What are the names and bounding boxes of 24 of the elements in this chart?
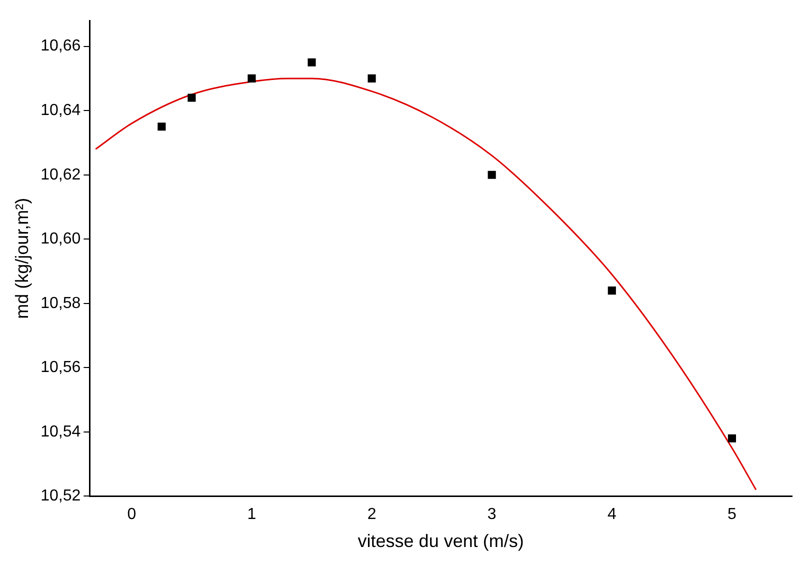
- x-tick-label: 3: [487, 506, 496, 524]
- y-tick-label: 10,56: [40, 359, 81, 376]
- y-tick-label: 10,58: [40, 294, 81, 312]
- x-tick-label: 4: [607, 506, 616, 524]
- x-tick-label: 1: [247, 506, 256, 524]
- y-axis-title: md (kg/jour,m²): [12, 198, 32, 319]
- point: [608, 286, 616, 295]
- y-tick-label: 10,64: [40, 102, 81, 119]
- x-axis-title: vitesse du vent (m/s): [358, 531, 524, 552]
- x-tick-label: 0: [127, 506, 136, 524]
- point: [188, 94, 196, 102]
- y-tick-label: 10,54: [40, 423, 81, 440]
- y-tick-label: 10,52: [40, 488, 81, 505]
- x-tick-label: 2: [367, 506, 376, 524]
- point: [158, 122, 166, 131]
- point: [488, 170, 496, 179]
- y-tick-label: 10,60: [40, 230, 81, 248]
- point: [308, 58, 316, 66]
- y-tick-label: 10,66: [40, 38, 81, 55]
- point: [248, 74, 256, 82]
- point: [728, 434, 736, 442]
- x-tick-label: 5: [728, 506, 737, 524]
- y-tick-label: 10,62: [40, 166, 81, 184]
- point: [368, 74, 376, 82]
